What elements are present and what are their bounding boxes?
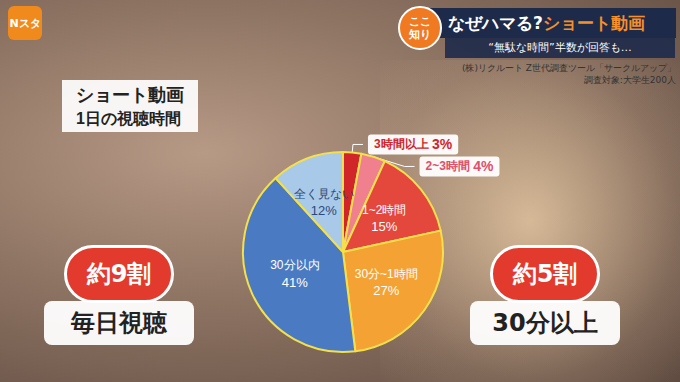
svg-text:2~3時間: 2~3時間 bbox=[426, 159, 470, 173]
svg-text:3%: 3% bbox=[432, 136, 453, 152]
html-text:調査対象:大学生200人: 調査対象:大学生200人 bbox=[583, 75, 676, 85]
svg-text:1~2時間: 1~2時間 bbox=[362, 203, 406, 217]
html-text:なぜハマる?ショート動画: なぜハマる?ショート動画 bbox=[448, 13, 645, 33]
svg-text:27%: 27% bbox=[373, 283, 399, 298]
html-text:(株)リクルート Z世代調査ツール「サークルアップ」: (株)リクルート Z世代調査ツール「サークルアップ」 bbox=[461, 63, 676, 73]
svg-text:41%: 41% bbox=[282, 275, 308, 290]
html-text:ここ知り: ここ知り bbox=[409, 15, 431, 41]
svg-text:4%: 4% bbox=[473, 158, 494, 174]
svg-text:15%: 15% bbox=[371, 219, 397, 234]
svg-text:30分~1時間: 30分~1時間 bbox=[355, 267, 418, 281]
html-text:“無駄な時間”半数が回答も…: “無駄な時間”半数が回答も… bbox=[488, 41, 632, 54]
svg-text:30分以内: 30分以内 bbox=[270, 258, 319, 272]
svg-text:ショート動画: ショート動画 bbox=[76, 85, 184, 105]
html-text:30分以上: 30分以上 bbox=[492, 309, 598, 337]
html-text:約9割: 約9割 bbox=[86, 260, 152, 288]
html-text:毎日視聴: 毎日視聴 bbox=[71, 309, 167, 337]
html-text:Nスタ: Nスタ bbox=[9, 16, 41, 30]
svg-text:12%: 12% bbox=[311, 203, 337, 218]
html-text:約5割: 約5割 bbox=[512, 260, 578, 288]
svg-text:全く見ない: 全く見ない bbox=[294, 187, 354, 201]
svg-text:3時間以上: 3時間以上 bbox=[374, 137, 429, 151]
svg-text:1日の視聴時間: 1日の視聴時間 bbox=[76, 110, 181, 127]
